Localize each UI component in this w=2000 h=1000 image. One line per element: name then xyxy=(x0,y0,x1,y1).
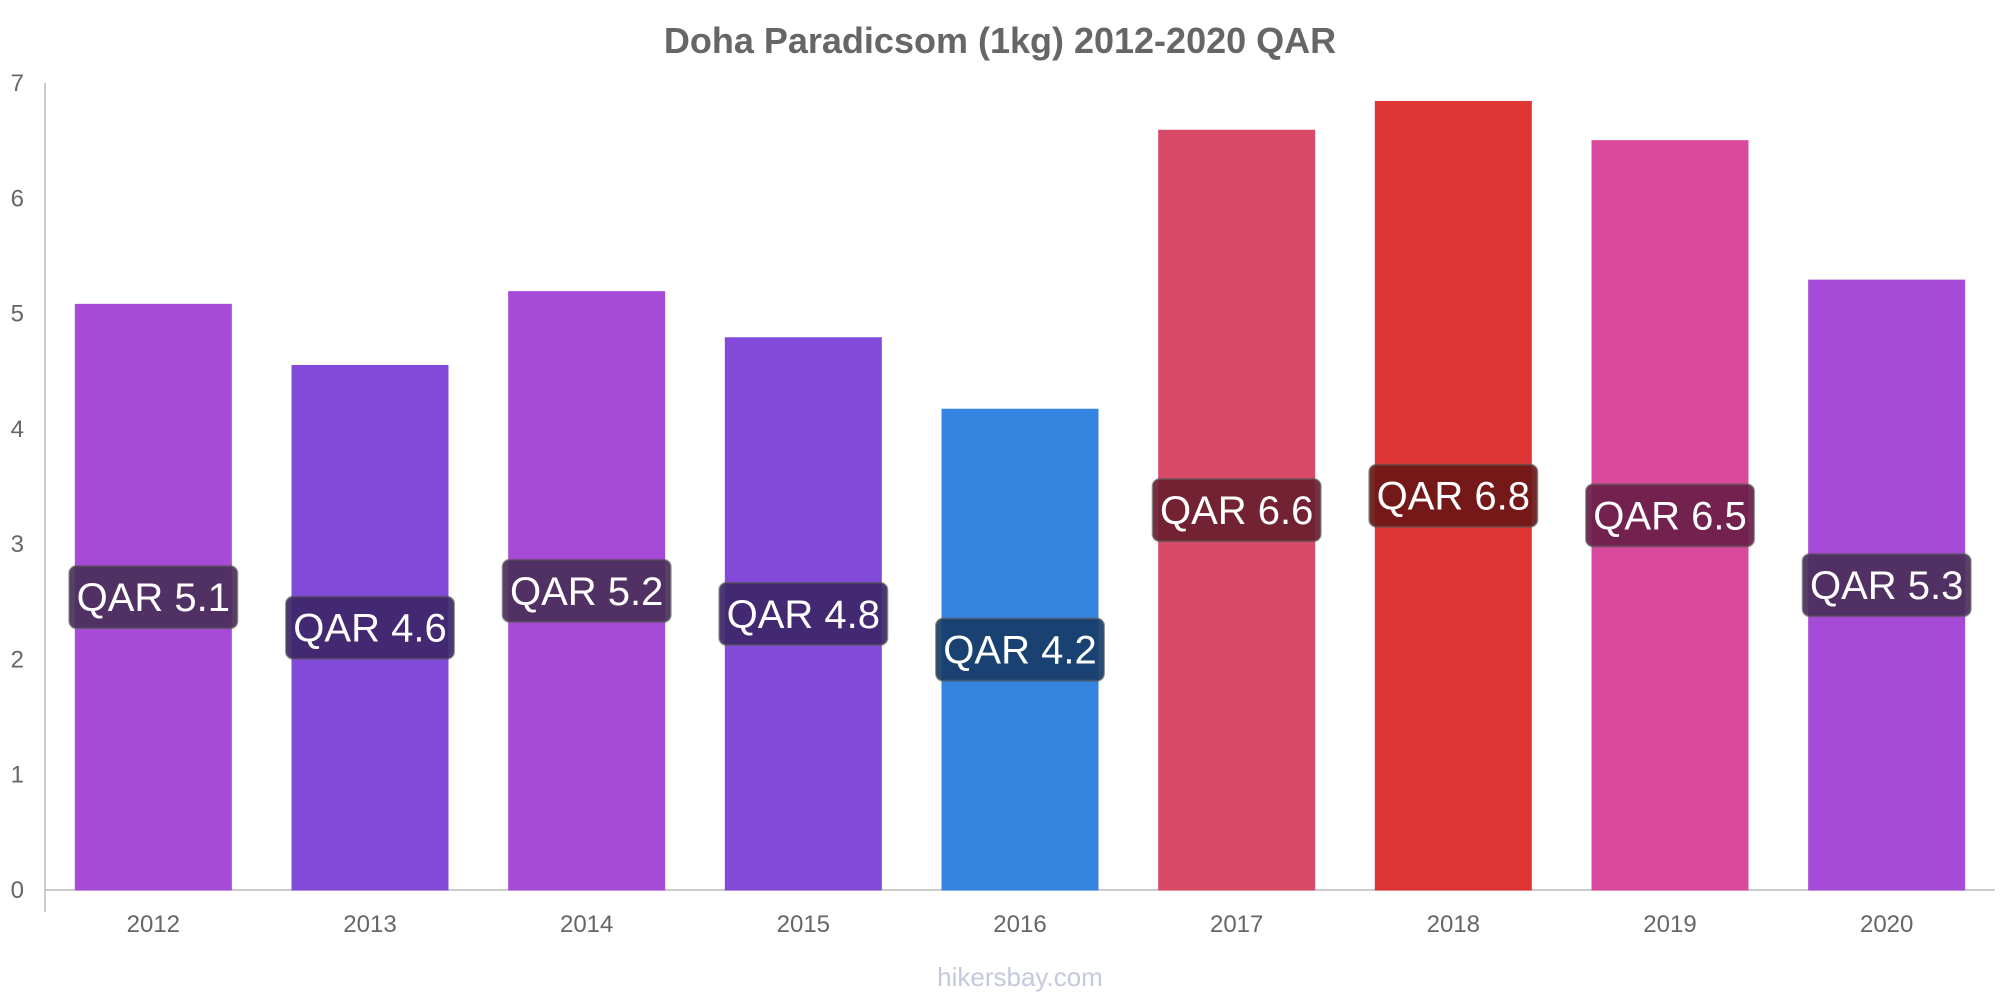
x-tick-label-2012: 2012 xyxy=(127,911,180,938)
data-label-2015: QAR 4.8 xyxy=(727,593,880,637)
x-axis-ticks: 2012 2013 2014 2015 2016 2017 2018 2019 2020 xyxy=(127,911,1914,938)
y-axis-ticks: 0 1 2 3 4 5 6 7 xyxy=(11,70,24,904)
y-tick-label: 7 xyxy=(11,70,24,97)
data-label-box-2019 xyxy=(1585,483,1755,548)
source-watermark[interactable]: hikersbay.com xyxy=(937,962,1103,992)
y-tick-label: 1 xyxy=(11,762,24,789)
y-tick-label: 6 xyxy=(11,185,24,212)
x-tick-label-2015: 2015 xyxy=(777,911,830,938)
data-label-2014: QAR 5.2 xyxy=(510,570,663,614)
x-tick-label-2017: 2017 xyxy=(1210,911,1263,938)
x-tick-label-2019: 2019 xyxy=(1643,911,1696,938)
chart-title: Doha Paradicsom (1kg) 2012-2020 QAR xyxy=(664,20,1336,61)
y-tick-label: 3 xyxy=(11,531,24,558)
data-label-box-2016 xyxy=(935,617,1105,682)
data-label-box-2014 xyxy=(501,558,672,623)
data-label-box-2020 xyxy=(1801,553,1972,618)
data-label-box-2013 xyxy=(285,595,455,660)
x-tick-label-2016: 2016 xyxy=(993,911,1046,938)
y-tick-label: 5 xyxy=(11,301,24,328)
data-label-2016: QAR 4.2 xyxy=(943,629,1096,673)
data-label-2012: QAR 5.1 xyxy=(77,576,230,620)
data-label-box-2017 xyxy=(1151,478,1322,543)
y-tick-label: 4 xyxy=(11,416,24,443)
data-label-box-2018 xyxy=(1368,463,1539,528)
data-label-2020: QAR 5.3 xyxy=(1810,564,1963,608)
x-tick-label-2020: 2020 xyxy=(1860,911,1913,938)
data-label-2013: QAR 4.6 xyxy=(293,607,446,651)
x-tick-label-2014: 2014 xyxy=(560,911,613,938)
data-label-box-2015 xyxy=(718,581,889,646)
data-label-2017: QAR 6.6 xyxy=(1160,489,1313,533)
x-tick-label-2018: 2018 xyxy=(1427,911,1480,938)
data-label-2018: QAR 6.8 xyxy=(1377,475,1530,519)
x-tick-label-2013: 2013 xyxy=(343,911,396,938)
y-tick-label: 2 xyxy=(11,646,24,673)
data-labels-group: QAR 5.1 QAR 4.6 QAR 5.2 QAR 4.8 QAR 4.2 QAR 6… xyxy=(68,463,1972,682)
data-label-box-2012 xyxy=(68,565,239,630)
data-label-2019: QAR 6.5 xyxy=(1593,494,1746,538)
y-tick-label: 0 xyxy=(11,877,24,904)
